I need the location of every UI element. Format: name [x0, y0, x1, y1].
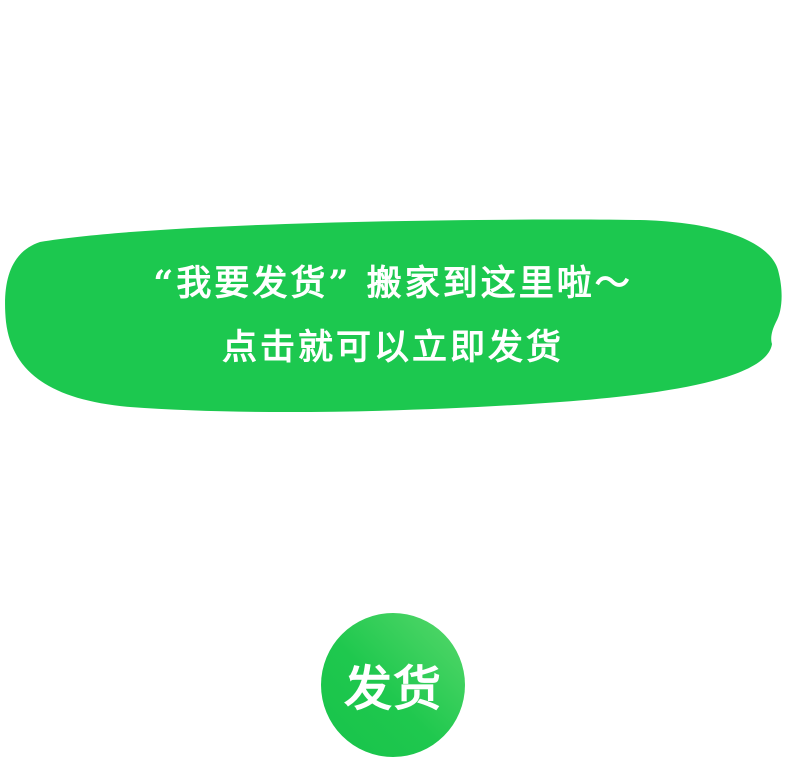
- tooltip-message: “我要发货” 搬家到这里啦～ 点击就可以立即发货: [20, 252, 766, 380]
- brush-stroke-background: [5, 219, 782, 413]
- ship-button-label: 发货: [343, 661, 442, 717]
- ship-button[interactable]: 发货: [321, 613, 465, 757]
- tooltip-line-1: “我要发货” 搬家到这里啦～: [153, 263, 633, 304]
- tooltip-line-2: 点击就可以立即发货: [221, 327, 564, 368]
- tooltip-bubble: “我要发货” 搬家到这里啦～ 点击就可以立即发货: [0, 212, 786, 422]
